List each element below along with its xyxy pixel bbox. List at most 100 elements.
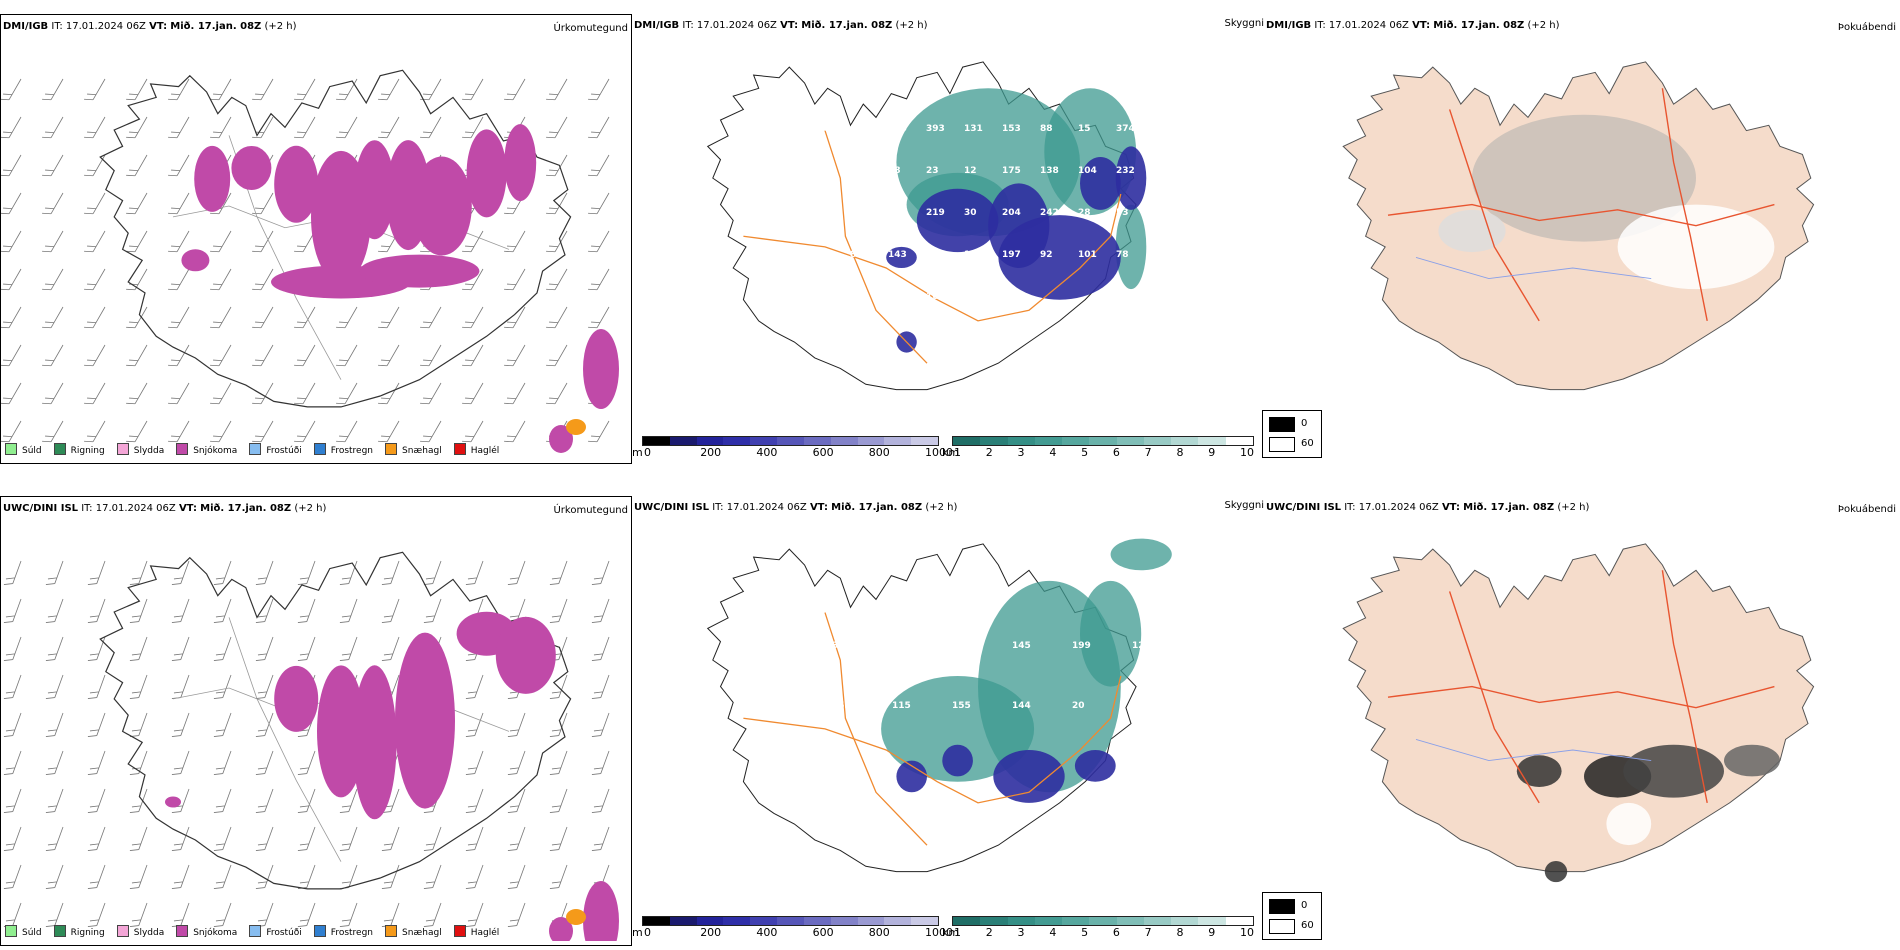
panel-title: Þokuábendi [1837, 22, 1896, 33]
fog-panel-row1: DMI/IGB IT: 17.01.2024 06Z VT: Mið. 17.j… [1262, 14, 1900, 464]
visibility-label: 101 [1078, 250, 1097, 260]
vt-label: VT: [809, 502, 828, 513]
colorbar-tick: 7 [1144, 446, 1152, 459]
visibility-label: 106 [964, 250, 983, 260]
colorbar-tick: 1000 [925, 446, 953, 459]
fog-panel-row2: UWC/DINI ISL IT: 17.01.2024 06Z VT: Mið.… [1262, 496, 1900, 946]
precip-legend-item: Rigning [53, 443, 105, 456]
visibility-label: 393 [926, 124, 945, 134]
colorbar-meters: m 0 200 400 600 800 1000 [632, 436, 953, 466]
panel-title: Úrkomutegund [553, 23, 628, 34]
visibility-label: 398 [812, 166, 831, 176]
legend-label: Súld [22, 446, 42, 456]
colorbar-tick: 7 [1144, 926, 1152, 939]
visibility-label: 125 [850, 292, 869, 302]
visibility-label: 135 [850, 124, 869, 134]
colorbar-unit: m [632, 446, 643, 459]
legend-swatch [313, 443, 326, 455]
fog-map [1342, 543, 1815, 883]
legend-swatch [453, 925, 466, 937]
panel-header: UWC/DINI ISL IT: 17.01.2024 06Z VT: Mið.… [634, 502, 957, 513]
vt-label: VT: [178, 503, 197, 514]
colorbar-tick: 8 [1176, 446, 1184, 459]
colorbar-tick: 5 [1081, 446, 1089, 459]
visibility-label: 219 [926, 208, 945, 218]
vt-label: VT: [1412, 20, 1431, 31]
visibility-panel-row2: UWC/DINI ISL IT: 17.01.2024 06Z VT: Mið.… [632, 496, 1264, 946]
fog-legend: 0 60 [1262, 410, 1322, 458]
visibility-label: 383 [888, 208, 907, 218]
legend-swatch [176, 443, 189, 455]
colorbar-tick: 6 [1112, 446, 1120, 459]
it-label: IT: [712, 502, 724, 513]
legend-label: Frostregn [330, 446, 374, 456]
visibility-label: 89 [850, 250, 863, 260]
visibility-label: 90 [812, 250, 825, 260]
panel-header: UWC/DINI ISL IT: 17.01.2024 06Z VT: Mið.… [3, 503, 326, 514]
colorbar-tick: 10 [1240, 446, 1254, 459]
it-label: IT: [682, 20, 694, 31]
panel-title: Skyggni [1224, 500, 1264, 511]
visibility-label: 23 [926, 166, 939, 176]
it-label: IT: [81, 503, 93, 514]
precip-map [3, 551, 619, 941]
visibility-label: 53 [1116, 208, 1129, 218]
legend-label: Frostúði [266, 928, 302, 938]
vt-value: Mið. 17.jan. 08Z [1463, 502, 1555, 513]
it-label: IT: [1314, 20, 1326, 31]
legend-swatch [5, 925, 17, 937]
visibility-label: 12 [964, 166, 977, 176]
precip-legend-item: Snæhagl [385, 443, 442, 456]
it-label: IT: [1344, 502, 1356, 513]
visibility-label: 89 [812, 292, 825, 302]
legend-swatch [53, 925, 66, 937]
precip-legend-item: Haglél [453, 443, 499, 456]
legend-swatch [385, 925, 398, 937]
panel-header: DMI/IGB IT: 17.01.2024 06Z VT: Mið. 17.j… [634, 20, 928, 31]
precip-legend-item: Frostregn [313, 925, 373, 938]
it-value: 17.01.2024 06Z [65, 21, 146, 32]
legend-swatch [249, 443, 262, 455]
colorbar-tick: 3 [1017, 926, 1025, 939]
visibility-label: 78 [1116, 250, 1129, 260]
precip-legend-item: Slydda [116, 925, 164, 938]
legend-swatch [249, 925, 262, 937]
offset: (+2 h) [1557, 502, 1590, 513]
colorbar-tick: 2 [985, 446, 993, 459]
visibility-label: 232 [1116, 166, 1135, 176]
legend-swatch [116, 443, 129, 455]
panel-header: DMI/IGB IT: 17.01.2024 06Z VT: Mið. 17.j… [1266, 20, 1560, 31]
visibility-label: 78 [888, 166, 901, 176]
vt-value: Mið. 17.jan. 08Z [200, 503, 292, 514]
model-name: DMI/IGB [3, 21, 49, 32]
panel-header: DMI/IGB IT: 17.01.2024 06Z VT: Mið. 17.j… [3, 21, 297, 32]
colorbar-tick: 400 [756, 446, 778, 459]
panel-title: Skyggni [1224, 18, 1264, 29]
visibility-label: 20 [1072, 701, 1085, 711]
visibility-label: 190 [888, 292, 907, 302]
precip-legend-item: Snæhagl [385, 925, 442, 938]
colorbar-tick: 4 [1049, 926, 1057, 939]
fog-legend-swatch [1269, 919, 1295, 934]
visibility-label: 155 [952, 701, 971, 711]
visibility-label: 131 [964, 124, 983, 134]
visibility-label: 301 [892, 641, 911, 651]
it-value: 17.01.2024 06Z [726, 502, 807, 513]
it-value: 17.01.2024 06Z [1358, 502, 1439, 513]
model-name: UWC/DINI ISL [3, 503, 79, 514]
colorbar-tick: 0 [644, 926, 651, 939]
colorbar-tick: 1 [954, 446, 961, 459]
visibility-label: 138 [1040, 166, 1059, 176]
fog-legend-label: 0 [1301, 900, 1308, 911]
vt-value: Mið. 17.jan. 08Z [1433, 20, 1525, 31]
colorbar-tick: 800 [868, 446, 890, 459]
colorbar-tick: 3 [1017, 446, 1025, 459]
fog-legend-label: 0 [1301, 418, 1308, 429]
visibility-label: 153 [832, 701, 851, 711]
visibility-label: 307 [952, 641, 971, 651]
colorbar-tick: 600 [812, 926, 834, 939]
precip-legend-item: Snjókoma [176, 443, 237, 456]
visibility-label: 143 [888, 250, 907, 260]
visibility-label: 92 [1040, 250, 1053, 260]
model-name: DMI/IGB [634, 20, 680, 31]
